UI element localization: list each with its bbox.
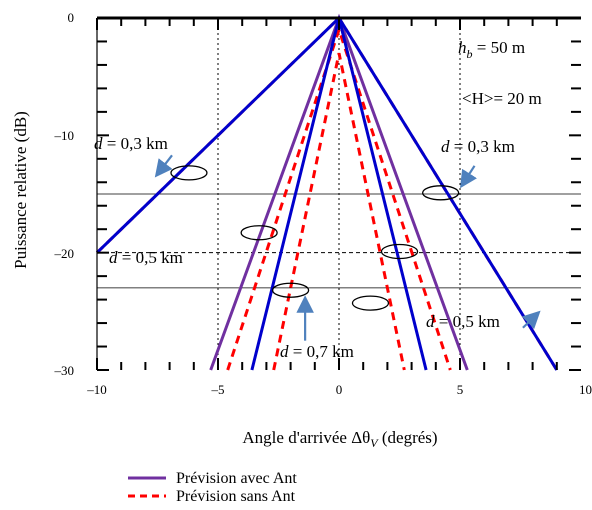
annotation-left-05: d = 0,5 km	[109, 248, 183, 267]
annotation-right-05: d = 0,5 km	[426, 312, 500, 331]
highlight-ellipse	[240, 225, 278, 241]
x-tick-label: 0	[336, 382, 343, 397]
y-tick-label: –30	[54, 363, 75, 378]
annotation-left-03: d = 0,3 km	[94, 134, 168, 153]
param-H: <H>= 20 m	[462, 89, 542, 108]
x-tick-label: 5	[457, 382, 464, 397]
series-line-sans-ant	[272, 52, 406, 371]
y-axis-title: Puissance relative (dB)	[11, 111, 30, 269]
highlight-ellipses	[170, 165, 460, 311]
x-axis-title: Angle d'arrivée ΔθV (degrés)	[242, 428, 437, 450]
legend-label-sans-ant: Prévision sans Ant	[176, 488, 296, 505]
reference-lines	[97, 18, 581, 370]
tick-marks	[96, 17, 581, 371]
annotation-arrow	[521, 310, 541, 330]
x-tick-label: –5	[211, 382, 225, 397]
annotation-right-03: d = 0,3 km	[441, 137, 515, 156]
legend: Prévision avec Ant Prévision sans Ant	[128, 470, 297, 505]
legend-label-avec-ant: Prévision avec Ant	[176, 470, 297, 487]
highlight-ellipse	[271, 282, 310, 298]
x-tick-label: –10	[86, 382, 107, 397]
y-tick-label: –10	[54, 128, 75, 143]
x-tick-label: 10	[579, 382, 592, 397]
highlight-ellipse	[380, 243, 419, 260]
highlight-ellipse	[351, 295, 390, 311]
param-hb: hb = 50 m	[458, 38, 525, 61]
annotation-07: d = 0,7 km	[280, 342, 354, 361]
annotation-arrows	[154, 154, 541, 341]
y-tick-label: 0	[68, 10, 75, 25]
series-line-sans-ant	[226, 24, 452, 371]
y-tick-label: –20	[54, 246, 75, 261]
annotation-arrow	[460, 165, 477, 189]
highlight-ellipse	[421, 185, 460, 201]
annotation-arrow	[154, 154, 173, 178]
